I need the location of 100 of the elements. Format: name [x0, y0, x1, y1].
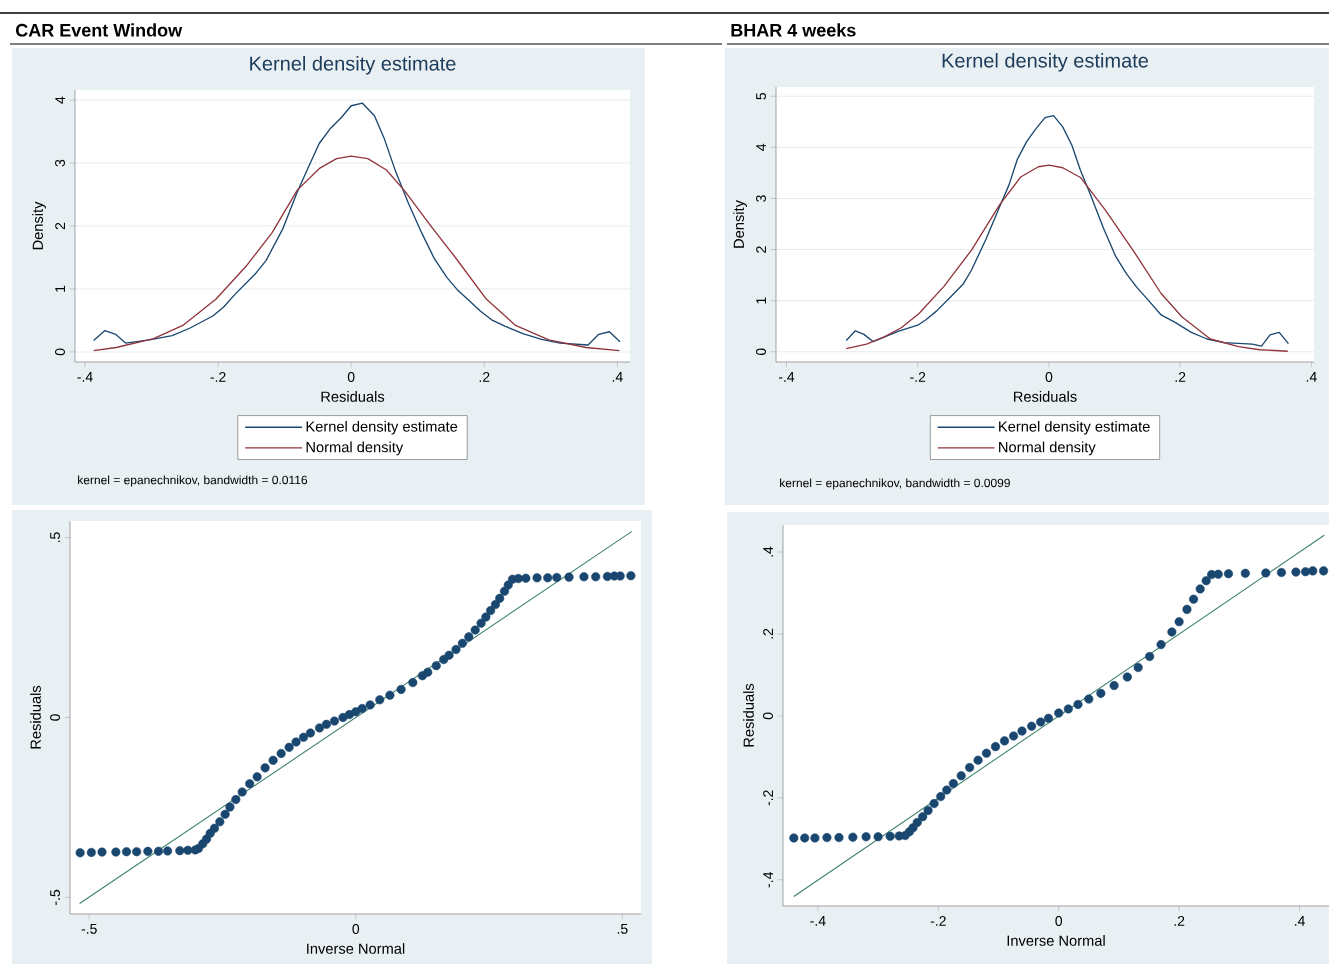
- text: CAR Event Window: [16, 23, 183, 37]
- y-tick-label: 0: [50, 714, 60, 721]
- point: [1276, 567, 1286, 578]
- point: [1133, 663, 1143, 673]
- y-tick-label: 4: [756, 143, 766, 151]
- y-tick-label: 5: [756, 92, 766, 100]
- point: [973, 755, 983, 765]
- legend-label: Normal density: [306, 441, 404, 456]
- x-tick-label: -.4: [77, 372, 93, 382]
- y-tick-label: 2: [55, 222, 65, 230]
- point: [1182, 604, 1192, 614]
- x-tick-label: 0: [1045, 372, 1053, 382]
- x-tick-label: -.2: [210, 372, 226, 382]
- y-tick-label: 1: [55, 285, 65, 292]
- x-axis-title: Inverse Normal: [307, 943, 405, 954]
- chart-title: Kernel density estimate: [250, 55, 456, 75]
- x-axis-title: Inverse Normal: [1007, 935, 1105, 946]
- x-tick-label: .4: [612, 372, 623, 382]
- y-tick-label: 3: [55, 159, 65, 167]
- point: [912, 817, 922, 827]
- y-tick-label: 1: [756, 297, 766, 304]
- y-tick-label: -.4: [763, 872, 773, 888]
- point: [885, 831, 895, 841]
- point: [1084, 694, 1094, 704]
- point: [1189, 594, 1199, 604]
- text: kernel = epanechnikov, bandwidth = 0.0116: [78, 475, 308, 487]
- point: [1043, 713, 1054, 723]
- chart-title: Kernel density estimate: [942, 52, 1148, 72]
- legend-label: Normal density: [999, 441, 1096, 456]
- point: [1054, 708, 1064, 718]
- line-series: [845, 114, 1290, 347]
- y-axis-title: Density: [32, 201, 46, 250]
- line-series: [92, 102, 621, 346]
- point: [1195, 584, 1205, 594]
- point: [1145, 651, 1155, 662]
- y-tick-label: 2: [756, 246, 766, 253]
- point: [873, 832, 883, 842]
- point: [848, 832, 858, 842]
- y-tick-label: 0: [756, 348, 766, 356]
- point: [1240, 568, 1250, 578]
- point: [1308, 566, 1318, 576]
- point: [936, 792, 946, 802]
- y-tick-label: -.5: [50, 889, 60, 905]
- point: [1261, 568, 1271, 578]
- point: [981, 748, 992, 758]
- y-tick-label: 3: [756, 195, 766, 202]
- x-tick-label: .4: [1306, 372, 1317, 382]
- text: BHAR 4 weeks: [731, 23, 856, 37]
- point: [1122, 672, 1132, 682]
- point: [1213, 569, 1223, 579]
- y-axis-title: Residuals: [30, 685, 41, 749]
- text: kernel = epanechnikov, bandwidth = 0.0099: [780, 478, 1010, 490]
- y-axis-title: Density: [733, 200, 747, 248]
- y-tick-label: .2: [763, 628, 773, 639]
- point: [1000, 736, 1010, 746]
- x-tick-label: -.4: [778, 372, 795, 382]
- point: [956, 771, 966, 781]
- point: [965, 762, 975, 773]
- point: [948, 778, 958, 789]
- y-tick-label: 0: [55, 348, 65, 356]
- point: [822, 833, 832, 843]
- legend-label: Kernel density estimate: [999, 420, 1150, 435]
- line-series: [845, 164, 1289, 352]
- y-tick-label: 4: [55, 96, 65, 104]
- x-tick-label: 0: [1055, 916, 1063, 926]
- x-tick-label: .2: [1174, 916, 1185, 926]
- x-tick-label: -.4: [810, 916, 826, 926]
- x-tick-label: -.2: [910, 372, 926, 382]
- point: [1291, 567, 1301, 577]
- point: [923, 805, 933, 816]
- point: [1109, 681, 1119, 691]
- x-tick-label: .5: [617, 924, 628, 934]
- point: [1036, 717, 1046, 727]
- point: [942, 785, 952, 795]
- point: [1201, 576, 1211, 586]
- point: [1017, 726, 1027, 736]
- y-tick-label: -.2: [763, 790, 773, 806]
- x-tick-label: .4: [1294, 916, 1305, 926]
- point: [918, 812, 928, 822]
- y-tick-label: .4: [763, 546, 773, 557]
- point: [1174, 617, 1184, 627]
- point: [800, 833, 810, 843]
- x-tick-label: .2: [479, 372, 490, 382]
- line-series: [92, 155, 621, 352]
- point: [1223, 569, 1234, 579]
- x-axis-title: Residuals: [1014, 391, 1077, 402]
- x-axis-title: Residuals: [321, 391, 385, 402]
- y-axis-title: Residuals: [743, 683, 754, 747]
- x-tick-label: -.2: [930, 916, 946, 926]
- point: [1167, 627, 1177, 637]
- point: [1009, 731, 1019, 741]
- point: [861, 832, 871, 842]
- x-tick-label: 0: [347, 372, 355, 382]
- point: [1156, 640, 1166, 650]
- y-tick-label: .5: [50, 532, 60, 543]
- point: [990, 742, 1001, 752]
- x-tick-label: -.5: [81, 924, 97, 934]
- x-tick-label: .2: [1175, 372, 1186, 382]
- point: [1027, 721, 1037, 731]
- y-tick-label: 0: [763, 712, 773, 720]
